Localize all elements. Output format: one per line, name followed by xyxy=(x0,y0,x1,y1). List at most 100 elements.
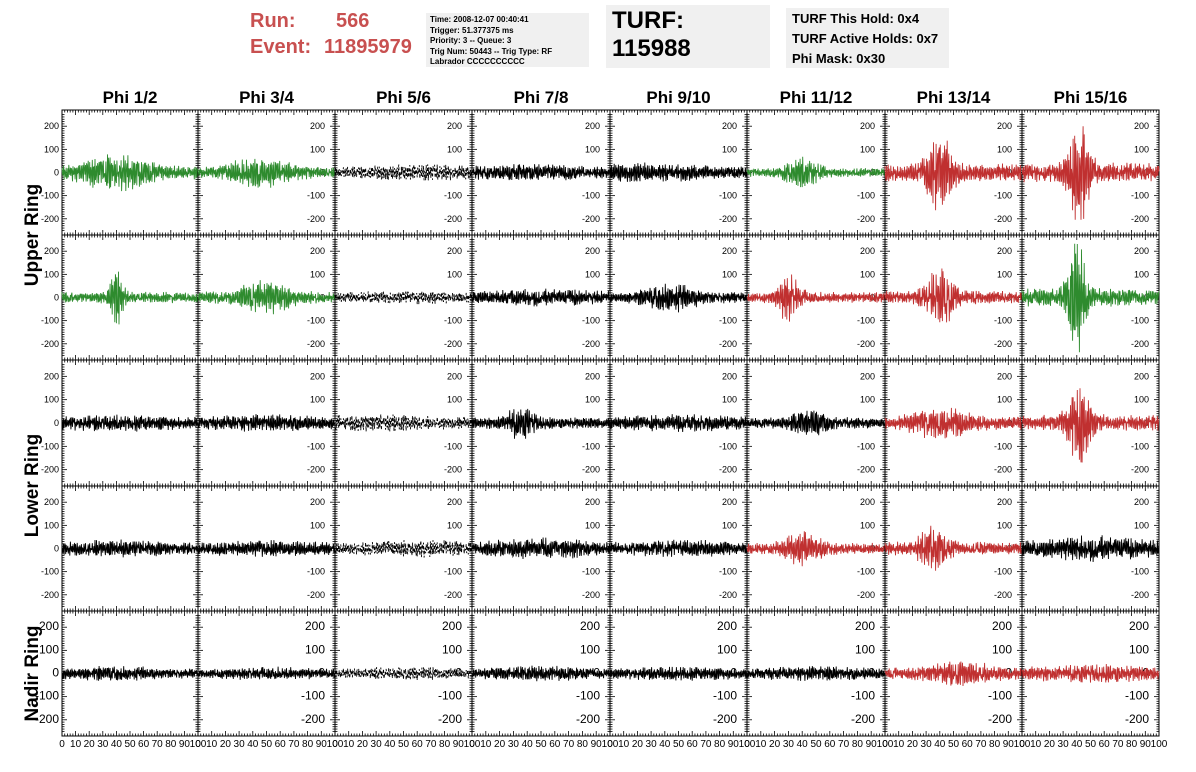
y-tick-label: 100 xyxy=(310,269,325,279)
y-tick-label: 100 xyxy=(722,269,737,279)
waveform-trace xyxy=(609,283,748,313)
y-tick-label: 100 xyxy=(44,144,59,154)
y-tick-label: -100 xyxy=(307,441,325,451)
event-value: 11895979 xyxy=(324,36,412,58)
y-tick-label: 100 xyxy=(860,144,875,154)
waveform-trace xyxy=(746,156,886,188)
info-line-time: Time: 2008-12-07 00:40:41 xyxy=(430,15,529,24)
info-line-labrador: Labrador CCCCCCCCCC xyxy=(430,57,525,66)
y-tick-label: -200 xyxy=(444,339,462,349)
y-tick-label: -200 xyxy=(307,339,325,349)
y-tick-label: 200 xyxy=(310,121,325,131)
y-tick-label: -100 xyxy=(994,191,1012,201)
y-tick-label: 100 xyxy=(997,395,1012,405)
y-tick-label: -100 xyxy=(857,441,875,451)
y-tick-label: -100 xyxy=(444,191,462,201)
y-tick-label: -200 xyxy=(582,465,600,475)
column-title: Phi 7/8 xyxy=(514,88,569,107)
y-tick-label: 100 xyxy=(44,269,59,279)
y-tick-label: -200 xyxy=(41,465,59,475)
y-tick-label: 200 xyxy=(997,371,1012,381)
y-tick-label: -200 xyxy=(857,339,875,349)
y-tick-label: 200 xyxy=(860,121,875,131)
row-label: Nadir Ring xyxy=(22,625,43,721)
y-tick-label: 0 xyxy=(54,168,59,178)
run-value: 566 xyxy=(336,10,370,32)
y-tick-label: -100 xyxy=(444,316,462,326)
waveform-trace xyxy=(471,408,611,439)
info-line-priority: Priority: 3 -- Queue: 3 xyxy=(430,36,512,45)
y-tick-label: 200 xyxy=(860,246,875,256)
row-label: Upper Ring xyxy=(22,184,43,286)
waveform-trace xyxy=(884,268,1023,323)
y-tick-label: -200 xyxy=(1131,339,1149,349)
y-tick-label: 100 xyxy=(585,395,600,405)
waveform-trace xyxy=(334,414,473,432)
y-tick-label: 0 xyxy=(457,293,462,303)
waveform-trace xyxy=(61,414,199,432)
y-tick-label: -200 xyxy=(994,214,1012,224)
waveform-trace xyxy=(334,291,473,305)
y-tick-label: -200 xyxy=(41,214,59,224)
y-tick-label: 200 xyxy=(44,371,59,381)
y-tick-label: 200 xyxy=(310,371,325,381)
y-tick-label: 100 xyxy=(1134,269,1149,279)
waveform-trace xyxy=(746,274,886,322)
y-tick-label: -100 xyxy=(307,191,325,201)
y-tick-label: -200 xyxy=(444,214,462,224)
waveform-trace xyxy=(746,410,886,436)
y-tick-label: 100 xyxy=(310,144,325,154)
y-tick-label: 100 xyxy=(860,395,875,405)
waveform-trace xyxy=(61,271,199,325)
y-tick-label: 200 xyxy=(722,246,737,256)
turf-this-hold: TURF This Hold: 0x4 xyxy=(792,11,920,26)
y-tick-label: 100 xyxy=(722,144,737,154)
y-tick-label: 0 xyxy=(54,418,59,428)
y-tick-label: -100 xyxy=(582,191,600,201)
y-tick-label: -200 xyxy=(1131,214,1149,224)
y-tick-label: 100 xyxy=(447,395,462,405)
y-tick-label: -100 xyxy=(719,441,737,451)
y-tick-label: -100 xyxy=(857,316,875,326)
info-line-trignum: Trig Num: 50443 -- Trig Type: RF xyxy=(430,46,553,56)
y-tick-label: 200 xyxy=(722,371,737,381)
y-tick-label: -100 xyxy=(994,316,1012,326)
y-tick-label: -100 xyxy=(994,441,1012,451)
y-tick-label: 200 xyxy=(447,121,462,131)
trigger-info-box: Time: 2008-12-07 00:40:41 Trigger: 51.37… xyxy=(426,13,589,67)
waveform-trace xyxy=(197,414,335,432)
waveform-trace xyxy=(197,158,336,188)
waveform-trace xyxy=(1021,126,1160,220)
y-tick-label: 100 xyxy=(722,395,737,405)
y-tick-label: 100 xyxy=(860,269,875,279)
y-tick-label: 200 xyxy=(447,371,462,381)
y-tick-label: 200 xyxy=(1134,246,1149,256)
y-tick-label: -200 xyxy=(994,339,1012,349)
waveform-trace xyxy=(197,280,336,315)
y-tick-label: -100 xyxy=(1131,316,1149,326)
run-label: Run: xyxy=(250,10,296,32)
y-tick-label: 100 xyxy=(310,395,325,405)
waveform-trace xyxy=(334,164,473,181)
y-tick-label: -100 xyxy=(444,441,462,451)
y-tick-label: 200 xyxy=(44,246,59,256)
y-tick-label: -100 xyxy=(582,441,600,451)
y-tick-label: 200 xyxy=(447,246,462,256)
y-tick-label: 200 xyxy=(722,121,737,131)
turf-active-holds: TURF Active Holds: 0x7 xyxy=(792,31,939,46)
y-tick-label: 200 xyxy=(860,371,875,381)
event-label: Event: xyxy=(250,36,312,58)
y-tick-label: -200 xyxy=(582,214,600,224)
y-tick-label: -200 xyxy=(41,339,59,349)
column-title: Phi 15/16 xyxy=(1054,88,1128,107)
column-title: Phi 9/10 xyxy=(646,88,710,107)
y-tick-label: -200 xyxy=(307,214,325,224)
y-tick-label: 100 xyxy=(447,269,462,279)
y-tick-label: 100 xyxy=(585,269,600,279)
y-tick-label: -100 xyxy=(1131,191,1149,201)
waveform-trace xyxy=(61,154,199,192)
y-tick-label: -200 xyxy=(857,214,875,224)
y-tick-label: -100 xyxy=(41,316,59,326)
y-tick-label: 0 xyxy=(54,293,59,303)
